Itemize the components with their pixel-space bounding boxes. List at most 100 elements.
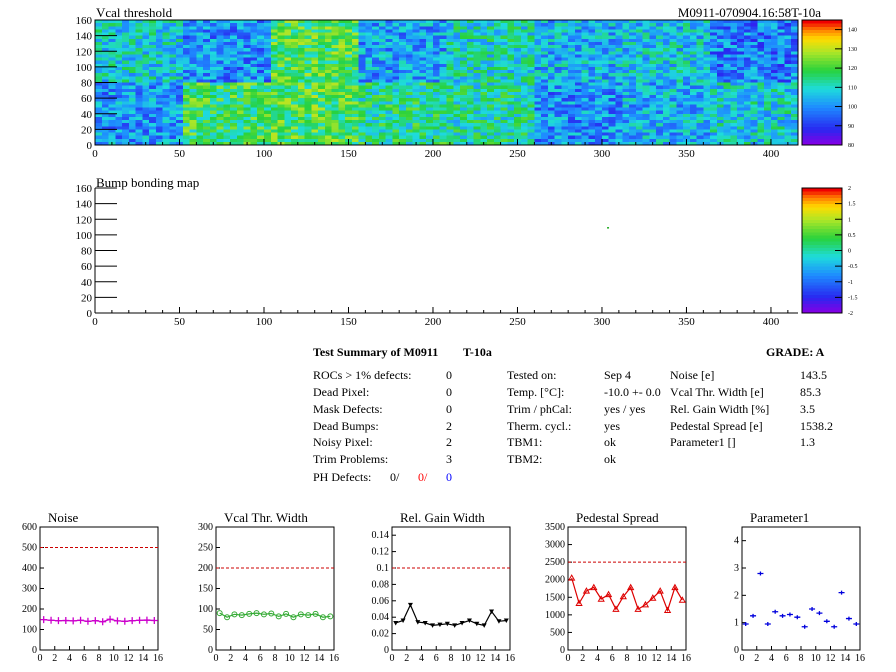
heatmap-cell	[669, 110, 677, 115]
heatmap-cell	[723, 57, 732, 62]
heatmap-cell	[696, 104, 704, 109]
heatmap-cell	[568, 85, 576, 90]
heatmap-cell	[203, 20, 211, 24]
heatmap-cell	[209, 45, 218, 49]
heatmap-cell	[554, 45, 563, 49]
heatmap-cell	[480, 116, 488, 121]
heatmap-cell	[115, 54, 123, 59]
heatmap-cell	[689, 88, 698, 93]
heatmap-cell	[95, 66, 103, 71]
heatmap-cell	[162, 135, 170, 140]
heatmap-cell	[331, 35, 339, 40]
heatmap-cell	[777, 73, 786, 77]
heatmap-cell	[372, 132, 380, 137]
heatmap-cell	[507, 132, 515, 137]
heatmap-cell	[439, 48, 448, 52]
heatmap-cell	[500, 26, 508, 30]
heatmap-cell	[568, 82, 576, 87]
heatmap-cell	[784, 120, 792, 124]
heatmap-cell	[710, 113, 718, 118]
heatmap-cell	[378, 91, 387, 96]
heatmap-cell	[520, 101, 529, 105]
y-tick-label: 0	[560, 645, 565, 656]
heatmap-cell	[629, 101, 637, 105]
heatmap-cell	[284, 45, 292, 49]
heatmap-cell	[284, 110, 292, 115]
heatmap-cell	[196, 29, 204, 34]
heatmap-cell	[507, 135, 515, 140]
heatmap-cell	[601, 101, 610, 105]
heatmap-cell	[203, 48, 211, 52]
heatmap-cell	[230, 104, 238, 109]
heatmap-cell	[791, 126, 799, 130]
heatmap-cell	[372, 85, 380, 90]
heatmap-cell	[757, 132, 765, 137]
heatmap-cell	[730, 135, 738, 140]
heatmap-cell	[439, 138, 448, 143]
heatmap-cell	[493, 116, 502, 121]
heatmap-cell	[432, 60, 441, 65]
heatmap-cell	[770, 54, 779, 59]
heatmap-cell	[541, 38, 549, 43]
heatmap-cell	[669, 82, 677, 87]
heatmap-cell	[277, 66, 285, 71]
heatmap-cell	[622, 73, 630, 77]
heatmap-cell	[777, 76, 786, 80]
heatmap-cell	[764, 48, 772, 52]
heatmap-cell	[250, 88, 258, 93]
heatmap-cell	[595, 98, 603, 102]
heatmap-cell	[277, 95, 285, 99]
heatmap-cell	[554, 135, 563, 140]
heatmap-cell	[568, 135, 576, 140]
heatmap-cell	[243, 73, 252, 77]
y-tick-label: 0.04	[372, 612, 390, 623]
heatmap-cell	[770, 126, 779, 130]
heatmap-cell	[683, 57, 691, 62]
heatmap-cell	[480, 107, 488, 112]
heatmap-cell	[358, 135, 366, 140]
heatmap-cell	[284, 35, 292, 40]
heatmap-cell	[507, 101, 515, 105]
heatmap-cell	[696, 120, 704, 124]
heatmap-cell	[155, 138, 164, 143]
heatmap-cell	[318, 38, 326, 43]
heatmap-cell	[683, 54, 691, 59]
heatmap-cell	[439, 79, 448, 84]
heatmap-cell	[703, 129, 711, 134]
heatmap-cell	[318, 135, 326, 140]
heatmap-cell	[243, 66, 252, 71]
color-scale-band	[802, 288, 842, 292]
heatmap-cell	[669, 20, 677, 24]
heatmap-cell	[520, 138, 529, 143]
heatmap-cell	[534, 129, 542, 134]
heatmap-cell	[500, 38, 508, 43]
heatmap-cell	[574, 45, 583, 49]
heatmap-cell	[669, 107, 677, 112]
heatmap-cell	[460, 104, 468, 109]
heatmap-cell	[561, 138, 569, 143]
heatmap-cell	[331, 63, 339, 68]
heatmap-cell	[162, 70, 170, 74]
heatmap-cell	[581, 45, 590, 49]
heatmap-cell	[784, 132, 792, 137]
heatmap-cell	[385, 76, 394, 80]
color-scale-band	[802, 297, 842, 301]
heatmap-cell	[122, 51, 130, 55]
heatmap-cell	[683, 41, 691, 46]
heatmap-cell	[649, 120, 657, 124]
heatmap-cell	[385, 54, 394, 59]
heatmap-cell	[764, 54, 772, 59]
heatmap-cell	[520, 41, 529, 46]
heatmap-cell	[324, 104, 333, 109]
heatmap-cell	[737, 66, 745, 71]
heatmap-cell	[189, 126, 197, 130]
heatmap-cell	[601, 138, 610, 143]
heatmap-cell	[378, 48, 387, 52]
heatmap-cell	[595, 113, 603, 118]
heatmap-cell	[135, 101, 143, 105]
heatmap-cell	[473, 91, 481, 96]
heatmap-cell	[460, 26, 468, 30]
heatmap-cell	[588, 116, 596, 121]
heatmap-cell	[169, 63, 177, 68]
heatmap-cell	[683, 66, 691, 71]
